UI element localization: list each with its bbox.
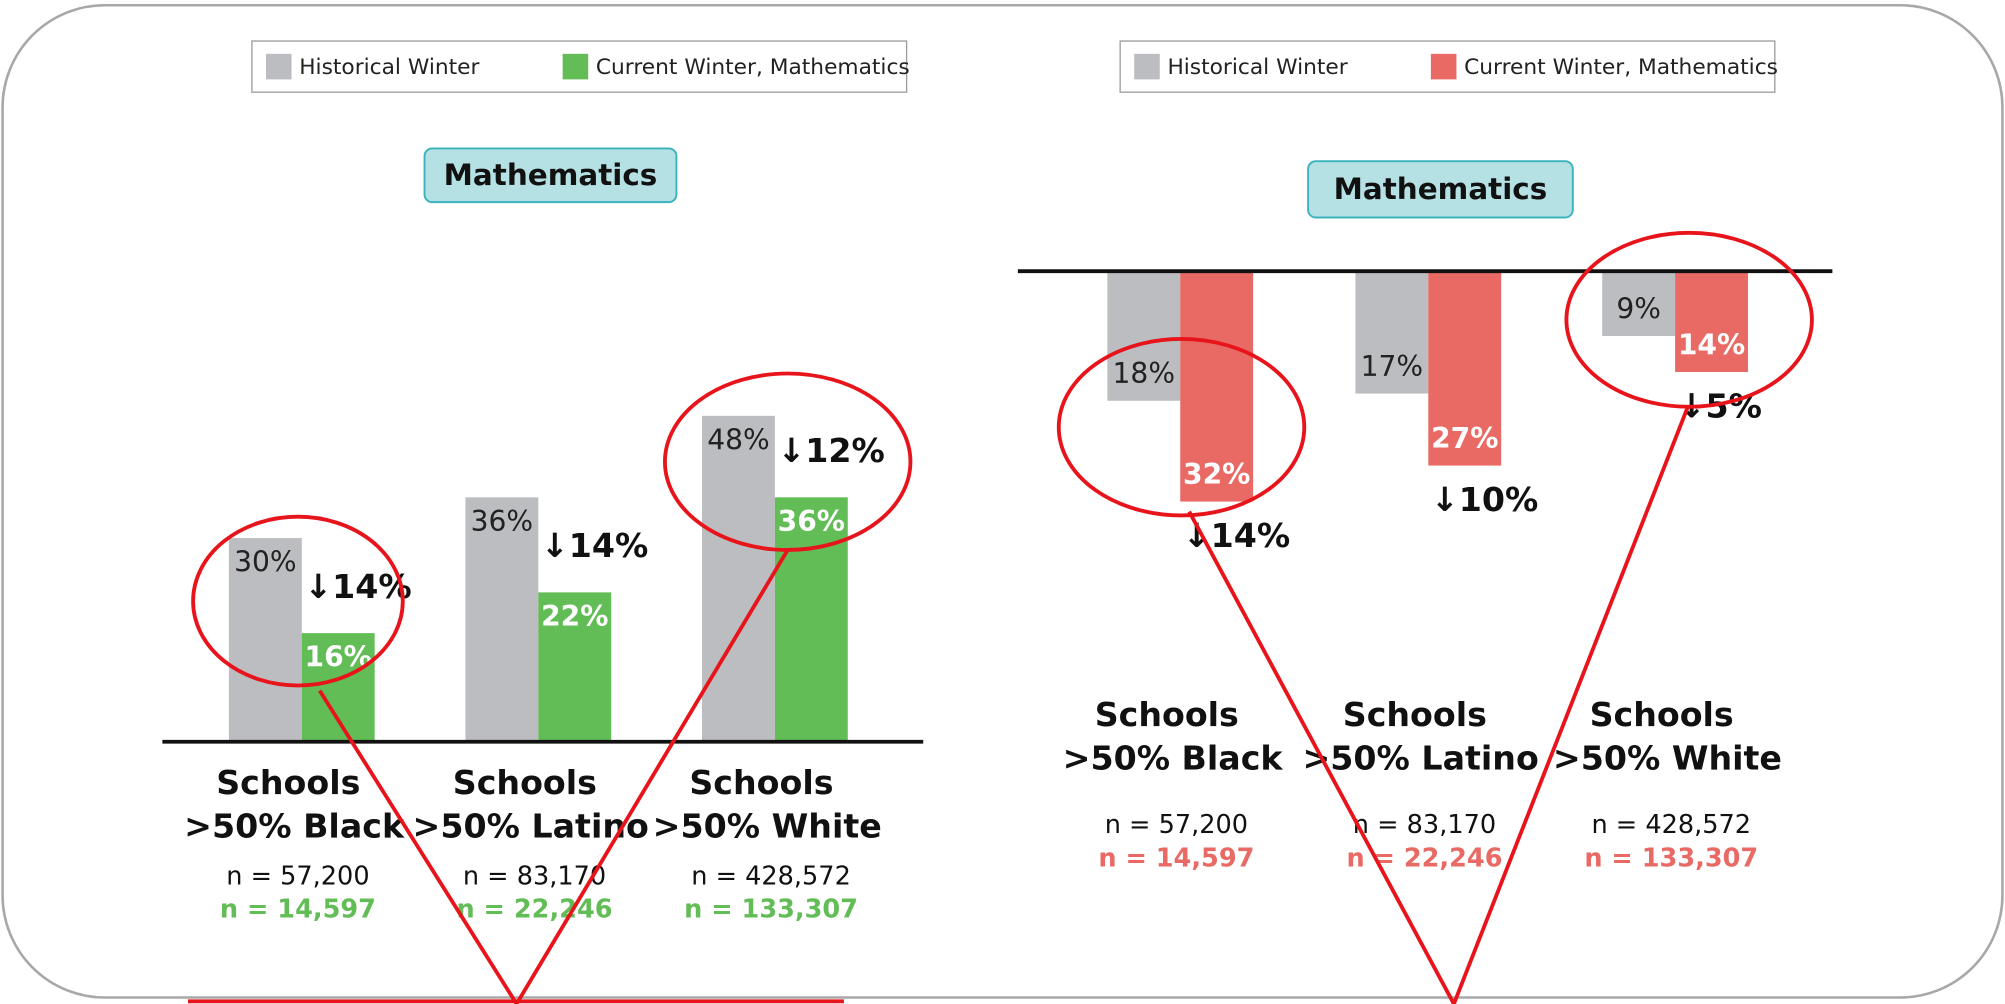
change-annotation: ↓10% (1431, 480, 1538, 519)
bar (774, 497, 848, 742)
sample-size: n = 14,597 (1098, 843, 1254, 873)
sample-size: n = 14,597 (220, 895, 376, 925)
highlight-ellipse (1056, 337, 1307, 518)
legend-label: Current Winter, Mathematics (596, 55, 910, 80)
chart-title: Mathematics (444, 158, 658, 192)
value-label: 18% (1113, 357, 1176, 390)
bar (465, 497, 539, 742)
legend-swatch (1430, 53, 1457, 80)
sample-size: n = 133,307 (1584, 843, 1758, 873)
bar (702, 415, 775, 742)
value-label: 36% (778, 505, 845, 538)
charts: Historical Winter Current Winter, Mathema… (162, 40, 1833, 925)
legend-label: Historical Winter (299, 55, 479, 80)
sample-size: n = 133,307 (684, 895, 858, 925)
category-label: Schools >50% White (653, 762, 882, 844)
bar (1428, 271, 1502, 466)
sample-size: n = 22,246 (456, 895, 612, 925)
legend-label: Current Winter, Mathematics (1464, 55, 1778, 80)
chart-title: Mathematics (1334, 172, 1548, 206)
category-label: Schools >50% White (1553, 695, 1782, 777)
bar (1107, 271, 1181, 401)
category-label: Schools >50% Black (1063, 695, 1284, 777)
change-annotation: ↓14% (541, 526, 648, 565)
highlight-ellipse (1564, 230, 1814, 409)
sample-size: n = 428,572 (691, 861, 851, 891)
value-label: 36% (471, 505, 534, 538)
change-annotation: ↓12% (777, 431, 884, 470)
legend-swatch (1134, 53, 1160, 80)
bar (538, 592, 612, 742)
bar (1675, 271, 1748, 372)
legend-swatch (265, 53, 292, 80)
value-label: 14% (1678, 328, 1745, 361)
value-label: 22% (541, 600, 608, 633)
value-label: 32% (1183, 458, 1250, 491)
sample-size: n = 57,200 (226, 861, 369, 891)
value-label: 17% (1361, 350, 1424, 383)
value-label: 30% (234, 546, 297, 579)
value-label: 9% (1616, 292, 1661, 325)
value-label: 27% (1431, 422, 1498, 455)
category-label: Schools >50% Latino (1302, 695, 1538, 777)
legend-label: Historical Winter (1167, 55, 1347, 80)
value-label: 48% (707, 423, 770, 456)
sample-size: n = 57,200 (1105, 810, 1248, 840)
sample-size: n = 83,170 (1353, 810, 1496, 840)
change-annotation: ↓14% (1183, 516, 1290, 555)
title-box (423, 147, 678, 204)
title-box (1307, 160, 1574, 219)
sample-size: n = 83,170 (463, 861, 606, 891)
highlight-overlay (187, 230, 1814, 1004)
legend-swatch (562, 53, 589, 80)
category-label: Schools >50% Black (184, 762, 405, 844)
change-annotation: ↓14% (304, 567, 411, 606)
frame (1, 3, 2004, 999)
bar (228, 538, 302, 742)
bar (1602, 271, 1676, 336)
highlight-ellipse (191, 514, 405, 688)
category-label: Schools >50% Latino (412, 762, 648, 844)
bar (1355, 271, 1429, 394)
sample-size: n = 428,572 (1591, 810, 1751, 840)
bar (1180, 271, 1254, 502)
